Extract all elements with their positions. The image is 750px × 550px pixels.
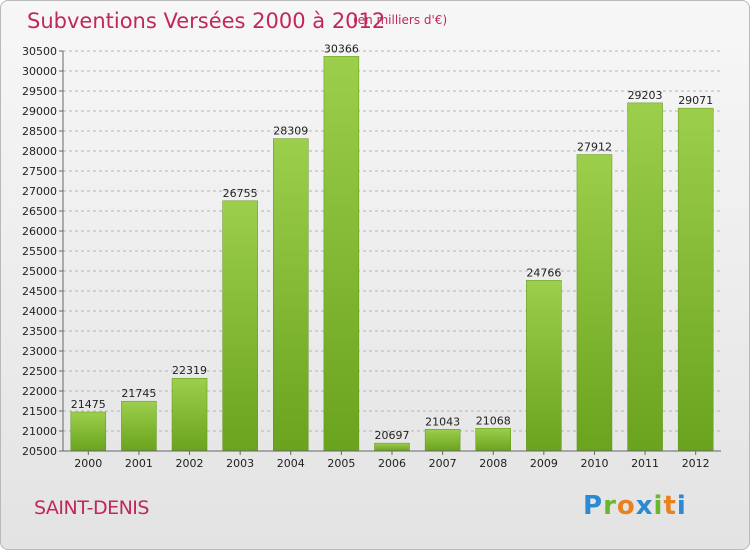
data-label-2010: 27912 [577,141,612,154]
x-tick-label-2006: 2006 [378,457,406,470]
y-tick-label: 21500 [22,405,57,418]
bar-2010 [576,154,613,452]
bar-2008 [475,428,511,452]
y-tick-label: 30000 [22,65,57,78]
bar-2000 [70,411,107,452]
data-label-2011: 29203 [628,89,663,102]
y-tick-label: 21000 [22,425,57,438]
x-tick-label-2005: 2005 [327,457,355,470]
bars: 21475 21745 22319 26755 28309 30366 20697 21043… [70,42,714,452]
x-tick-label-2011: 2011 [631,457,659,470]
grid-lines [63,50,721,452]
bar-2001 [121,400,157,452]
x-tick-label-2009: 2009 [530,457,558,470]
y-tick-label: 24000 [22,305,57,318]
bar-2007 [424,429,461,452]
y-tick-label: 29000 [22,105,57,118]
y-tick-label: 22500 [22,365,57,378]
y-tick-label: 25500 [22,245,57,258]
bar-2003 [222,200,258,452]
proxiti-logo: Proxiti [583,491,687,521]
y-tick-label: 24500 [22,285,57,298]
y-tick-label: 25000 [22,265,57,278]
commune-name: SAINT-DENIS [34,497,149,519]
data-label-2012: 29071 [678,94,713,107]
y-tick-label: 23000 [22,345,57,358]
x-tick-label-2004: 2004 [277,457,305,470]
x-tick-label-2003: 2003 [226,457,254,470]
data-label-2006: 20697 [375,429,410,442]
x-tick-label-2001: 2001 [125,457,153,470]
bar-2006 [374,442,410,452]
x-tick-label-2000: 2000 [74,457,102,470]
x-tick-label-2010: 2010 [580,457,608,470]
y-tick-label: 26000 [22,225,57,238]
bar-2005 [323,56,360,452]
x-tick-label-2012: 2012 [682,457,710,470]
bar-2002 [171,377,208,452]
data-label-2002: 22319 [172,364,207,377]
y-tick-label: 20500 [22,445,57,458]
y-tick-label: 22000 [22,385,57,398]
bar-2009 [526,280,562,452]
bar-2011 [627,102,663,452]
data-label-2001: 21745 [121,387,156,400]
data-label-2008: 21068 [476,414,511,427]
chart-title: Subventions Versées 2000 à 2012 [27,9,386,33]
y-tick-label: 30500 [22,45,57,58]
data-label-2003: 26755 [223,187,258,200]
y-tick-label: 28000 [22,145,57,158]
bar-2012 [677,107,714,452]
data-label-2004: 28309 [273,125,308,138]
y-tick-label: 23500 [22,325,57,338]
data-label-2009: 24766 [526,266,561,279]
y-tick-label: 28500 [22,125,57,138]
y-tick-label: 27500 [22,165,57,178]
data-label-2005: 30366 [324,42,359,55]
data-label-2007: 21043 [425,415,460,428]
bar-2004 [273,138,309,452]
y-tick-label: 29500 [22,85,57,98]
y-tick-label: 26500 [22,205,57,218]
axes: 20500 21000 21500 22000 22500 23000 23500 24000… [22,45,721,470]
x-tick-label-2002: 2002 [176,457,204,470]
x-tick-label-2007: 2007 [429,457,457,470]
chart-subtitle: (en milliers d'€) [353,13,448,27]
x-tick-label-2008: 2008 [479,457,507,470]
data-label-2000: 21475 [71,398,106,411]
y-tick-label: 27000 [22,185,57,198]
